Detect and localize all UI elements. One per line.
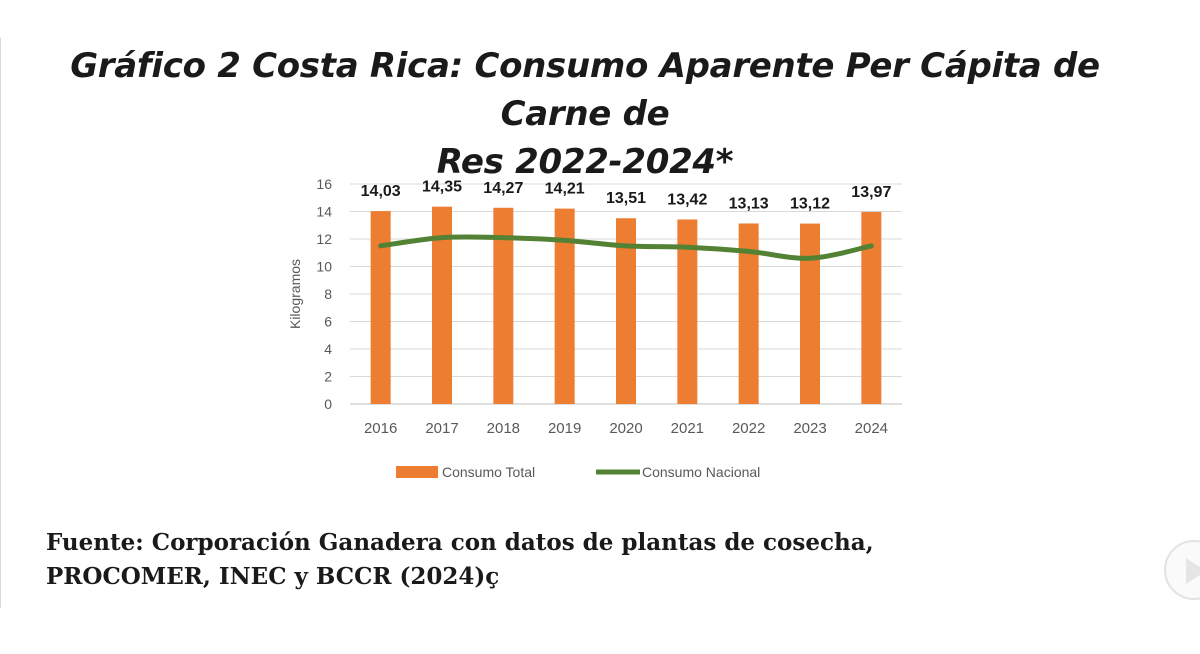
bar-2024	[861, 211, 882, 404]
x-tick-label-2018: 2018	[487, 420, 520, 437]
y-tick-label-16: 16	[316, 176, 332, 192]
legend-label-consumo-total: Consumo Total	[442, 464, 535, 480]
bar-data-label-2024: 13,97	[851, 184, 891, 201]
x-tick-label-2022: 2022	[732, 420, 765, 437]
bar-data-label-2022: 13,13	[729, 195, 769, 212]
y-tick-label-6: 6	[324, 314, 332, 330]
y-axis-label: Kilogramos	[287, 259, 303, 329]
x-tick-label-2023: 2023	[793, 420, 826, 437]
y-tick-label-2: 2	[324, 369, 332, 385]
y-tick-label-8: 8	[324, 286, 332, 302]
x-tick-label-2024: 2024	[855, 420, 888, 437]
source-line-2: PROCOMER, INEC y BCCR (2024)ç	[46, 563, 500, 590]
x-tick-label-2016: 2016	[364, 420, 397, 437]
legend-swatch-consumo-total	[396, 466, 438, 478]
bar-2016	[370, 211, 391, 404]
chart-title-line-1: Gráfico 2 Costa Rica: Consumo Aparente P…	[70, 46, 1100, 134]
left-divider	[0, 38, 1, 608]
bar-2020	[616, 218, 636, 404]
x-tick-label-2019: 2019	[548, 420, 581, 437]
legend-label-consumo-nacional: Consumo Nacional	[642, 464, 760, 480]
bar-data-label-2017: 14,35	[422, 179, 462, 196]
chart-container: 0 2 4 6 8 10 12 14 16 Kilogramos 14,03 14,35 14,27 14…	[270, 168, 930, 498]
play-icon	[1186, 558, 1200, 584]
x-tick-label-2017: 2017	[425, 420, 458, 437]
y-tick-label-14: 14	[316, 204, 332, 220]
bar-2021	[677, 219, 698, 404]
bar-data-label-2023: 13,12	[790, 196, 830, 213]
y-tick-label-4: 4	[324, 341, 332, 357]
bar-2018	[493, 207, 514, 404]
source-note: Fuente: Corporación Ganadera con datos d…	[46, 526, 1146, 594]
y-tick-label-0: 0	[324, 396, 332, 412]
bar-data-label-2016: 14,03	[361, 183, 401, 200]
x-tick-label-2020: 2020	[609, 420, 642, 437]
bar-data-label-2019: 14,21	[545, 181, 585, 198]
x-tick-label-2021: 2021	[671, 420, 704, 437]
y-tick-label-10: 10	[316, 259, 332, 275]
source-line-1: Fuente: Corporación Ganadera con datos d…	[46, 529, 874, 556]
bar-2022	[738, 223, 759, 404]
bar-data-label-2021: 13,42	[667, 191, 707, 208]
bar-data-label-2018: 14,27	[483, 180, 523, 197]
bar-2019	[554, 208, 575, 404]
y-tick-label-12: 12	[316, 231, 332, 247]
play-button[interactable]	[1164, 540, 1200, 600]
bar-2017	[432, 206, 452, 404]
chart-title: Gráfico 2 Costa Rica: Consumo Aparente P…	[30, 42, 1140, 186]
chart-title-line-2: Res 2022-2024*	[436, 142, 734, 182]
chart-svg: 0 2 4 6 8 10 12 14 16 Kilogramos 14,03 14,35 14,27 14…	[287, 176, 902, 480]
bar-2023	[800, 223, 820, 404]
bar-data-label-2020: 13,51	[606, 190, 646, 207]
